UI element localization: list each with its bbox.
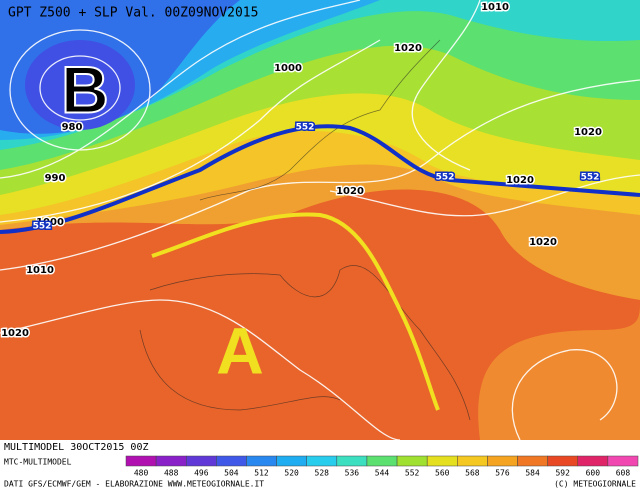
run-label: MULTIMODEL 30OCT2015 00Z	[4, 442, 149, 453]
colorbar-swatch	[607, 455, 639, 467]
isobar-label: 1000	[274, 63, 302, 74]
colorbar-label: 592	[555, 469, 570, 478]
colorbar-swatch	[487, 455, 518, 467]
isobar-label: 1020	[574, 127, 602, 138]
colorbar-label: 488	[164, 469, 179, 478]
colorbar-label: 560	[435, 469, 450, 478]
isobar-label: 1020	[394, 43, 422, 54]
copyright: (C) METEOGIORNALE	[554, 480, 636, 489]
colorbar-label: 496	[194, 469, 209, 478]
colorbar-label: 480	[134, 469, 149, 478]
colorbar-label: 504	[224, 469, 239, 478]
isobar-label: 980	[62, 122, 83, 133]
colorbar-label: 552	[405, 469, 420, 478]
colorbar-label: 544	[375, 469, 390, 478]
colorbar-swatch	[125, 455, 157, 467]
colorbar-swatch	[246, 455, 277, 467]
credits: DATI GFS/ECMWF/GEM - ELABORAZIONE WWW.ME…	[4, 480, 264, 489]
contour-label: 552	[33, 222, 52, 232]
colorbar-swatch	[155, 455, 187, 467]
high-pressure-label: A	[216, 313, 264, 387]
contour-labels: 552 552 552 552	[31, 121, 601, 233]
map	[0, 0, 640, 441]
colorbar: 480 488 496 504 512 520 528 536 544 552 560 568 576 5…	[125, 455, 639, 478]
colorbar-swatch	[366, 455, 398, 467]
colorbar-swatch	[396, 455, 428, 467]
colorbar-swatch	[336, 455, 368, 467]
colorbar-swatch	[457, 455, 488, 467]
colorbar-swatch	[547, 455, 579, 467]
contour-label: 552	[581, 173, 600, 183]
colorbar-swatch	[426, 455, 458, 467]
colorbar-swatch	[517, 455, 548, 467]
map-title: GPT Z500 + SLP Val. 00Z09NOV2015	[8, 6, 258, 21]
isobar-label: 1020	[506, 175, 534, 186]
colorbar-label: 568	[465, 469, 480, 478]
colorbar-label: 512	[254, 469, 269, 478]
contour-label: 552	[296, 123, 315, 133]
colorbar-swatch	[577, 455, 609, 467]
colorbar-label: 520	[284, 469, 299, 478]
colorbar-swatch	[185, 455, 217, 467]
source-label: MTC-MULTIMODEL	[4, 458, 72, 467]
isobar-label: 1000	[36, 217, 64, 228]
isobar-label: 1020	[336, 186, 364, 197]
colorbar-swatch	[276, 455, 307, 467]
colorbar-label: 576	[495, 469, 510, 478]
colorbar-label: 608	[616, 469, 631, 478]
colorbar-label: 528	[315, 469, 330, 478]
contour-label: 552	[436, 173, 455, 183]
colorbar-label: 536	[345, 469, 360, 478]
isobar-label: 1010	[481, 2, 509, 13]
isobar-label: 990	[45, 173, 66, 184]
isobar-labels: 1010 1020 1000 980 990 1000 1010 1020 10…	[0, 1, 603, 341]
isobar-label: 1020	[1, 328, 29, 339]
isobar-label: 1020	[529, 237, 557, 248]
colorbar-label: 600	[586, 469, 601, 478]
isobar-label: 1010	[26, 265, 54, 276]
colorbar-swatch	[216, 455, 247, 467]
low-pressure-label: B	[61, 52, 109, 126]
colorbar-swatch	[306, 455, 338, 467]
colorbar-label: 584	[525, 469, 540, 478]
